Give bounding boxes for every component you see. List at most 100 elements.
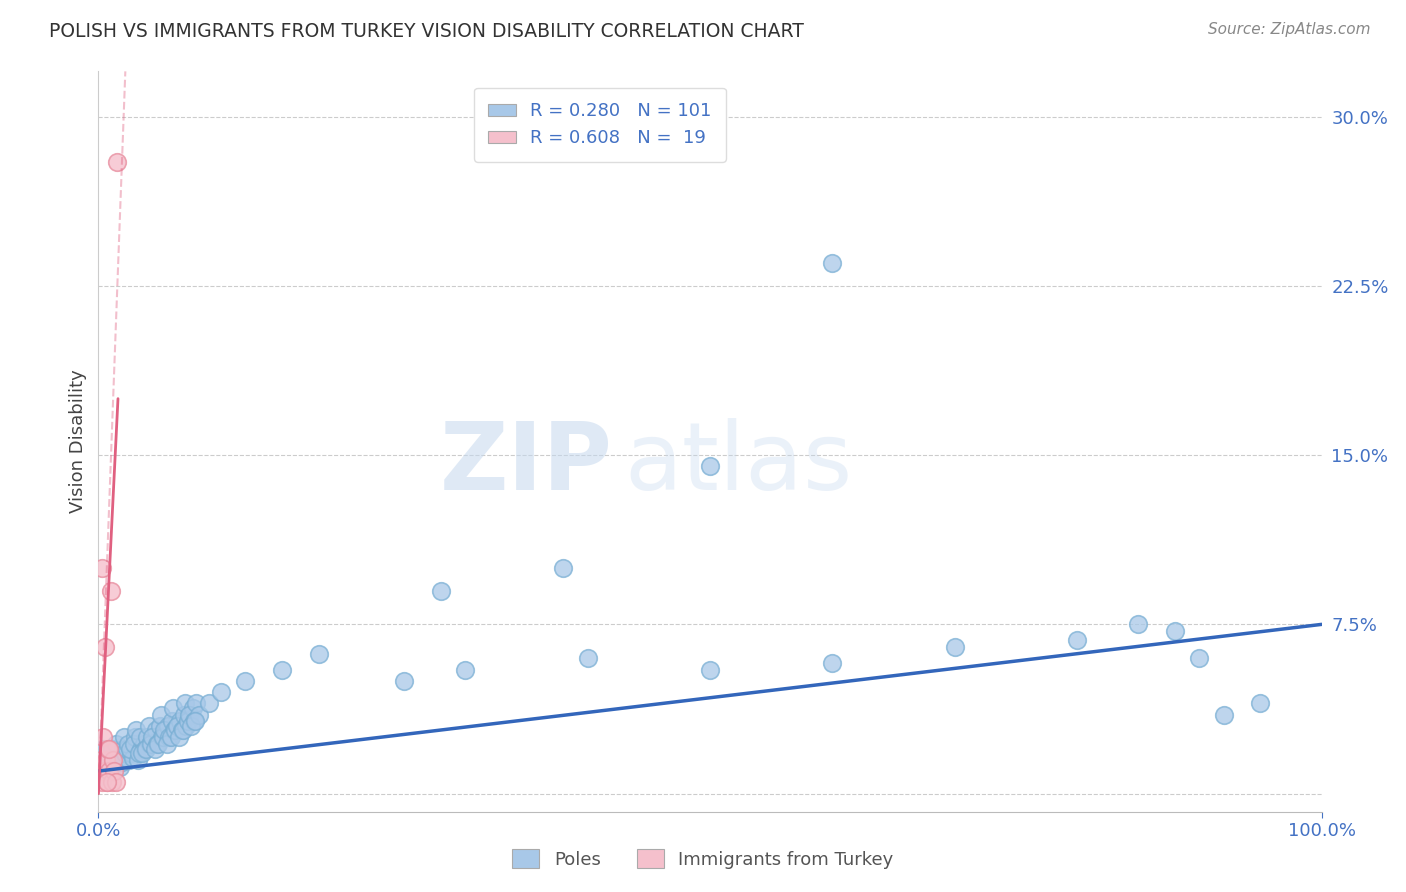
Point (181, 701, 204, 715)
Point (96, 759, 118, 773)
Point (139, 737, 162, 751)
Point (111, 741, 134, 756)
Point (131, 746, 153, 760)
Point (114, 746, 136, 760)
Point (145, 723, 167, 738)
Point (91, 730, 114, 744)
Point (149, 707, 172, 722)
Point (122, 737, 145, 751)
Point (1249, 697, 1271, 711)
Point (167, 719, 190, 733)
Point (107, 746, 129, 760)
Point (148, 737, 170, 751)
Point (103, 764, 125, 778)
Point (576, 651, 599, 665)
Point (101, 753, 124, 767)
Point (90, 764, 112, 778)
Point (98, 764, 121, 778)
Point (91, 769, 114, 783)
Point (392, 673, 416, 688)
Point (142, 730, 165, 744)
Point (124, 730, 146, 744)
Point (176, 719, 198, 733)
Point (177, 707, 200, 722)
Point (100, 583, 122, 598)
Point (821, 656, 844, 670)
Text: Source: ZipAtlas.com: Source: ZipAtlas.com (1208, 22, 1371, 37)
Point (138, 719, 160, 733)
Point (821, 256, 844, 270)
Point (186, 697, 208, 711)
Point (159, 730, 181, 744)
Text: ZIP: ZIP (439, 417, 612, 509)
Point (150, 730, 173, 744)
Point (553, 561, 575, 575)
Point (132, 737, 155, 751)
Point (129, 730, 152, 744)
Point (115, 741, 138, 756)
Point (93, 640, 115, 654)
Point (1164, 624, 1187, 639)
Point (110, 759, 132, 773)
Point (209, 685, 232, 699)
Point (270, 663, 294, 677)
Point (308, 647, 330, 661)
Point (156, 737, 179, 751)
Point (105, 753, 128, 767)
Point (105, 154, 128, 169)
Point (96, 775, 118, 789)
Point (96, 775, 118, 789)
Point (91, 741, 114, 756)
Point (163, 723, 186, 738)
Point (173, 707, 195, 722)
Point (98, 741, 121, 756)
Point (101, 775, 124, 789)
Point (100, 750, 122, 764)
Point (111, 755, 134, 769)
Point (167, 730, 190, 744)
Point (94, 764, 117, 778)
Point (155, 723, 177, 738)
Point (180, 719, 202, 733)
Point (233, 673, 256, 688)
Point (1128, 617, 1150, 632)
Point (89, 764, 111, 778)
Point (187, 707, 209, 722)
Point (120, 746, 142, 760)
Point (184, 714, 207, 729)
Point (146, 737, 169, 751)
Point (134, 741, 156, 756)
Point (160, 714, 183, 729)
Point (128, 746, 150, 760)
Point (90, 753, 112, 767)
Point (699, 459, 721, 474)
Point (157, 719, 180, 733)
Point (165, 723, 187, 738)
Point (91, 561, 114, 575)
Point (152, 730, 174, 744)
Y-axis label: Vision Disability: Vision Disability (69, 369, 87, 514)
Point (101, 741, 124, 756)
Point (104, 737, 127, 751)
Point (197, 697, 219, 711)
Point (117, 737, 139, 751)
Point (454, 663, 477, 677)
Point (166, 719, 188, 733)
Point (699, 663, 721, 677)
Point (149, 719, 172, 733)
Point (98, 755, 121, 769)
Point (1066, 633, 1088, 648)
Text: atlas: atlas (624, 417, 852, 509)
Point (125, 723, 148, 738)
Point (103, 764, 125, 778)
Point (136, 730, 159, 744)
Point (143, 741, 166, 756)
Point (170, 723, 193, 738)
Point (97, 741, 120, 756)
Point (120, 741, 142, 756)
Point (162, 701, 184, 715)
Point (153, 723, 176, 738)
Point (174, 697, 197, 711)
Point (430, 583, 453, 598)
Point (121, 750, 143, 764)
